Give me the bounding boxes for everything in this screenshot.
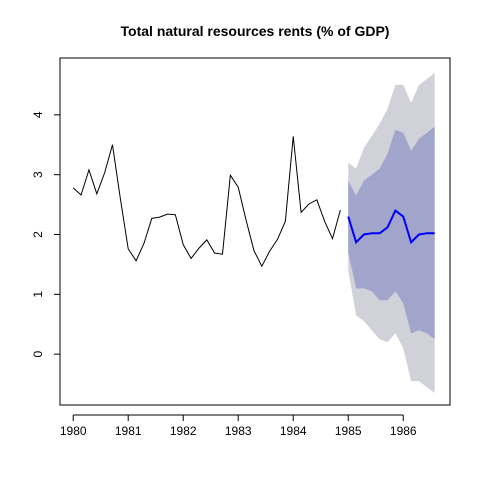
y-tick-label: 1 xyxy=(31,291,45,298)
x-tick-label: 1982 xyxy=(170,424,197,438)
x-tick-label: 1984 xyxy=(280,424,307,438)
y-tick-label: 0 xyxy=(31,350,45,357)
series-line xyxy=(72,136,341,268)
x-tick-label: 1983 xyxy=(225,424,252,438)
y-tick-label: 2 xyxy=(31,231,45,238)
x-tick-label: 1980 xyxy=(60,424,87,438)
chart-title: Total natural resources rents (% of GDP) xyxy=(121,23,390,39)
y-tick-label: 4 xyxy=(31,111,45,118)
x-tick-label: 1985 xyxy=(335,424,362,438)
plot-frame xyxy=(59,57,451,406)
series-line xyxy=(347,209,435,245)
x-tick-label: 1986 xyxy=(390,424,417,438)
prediction-band xyxy=(348,126,435,340)
x-tick-label: 1981 xyxy=(115,424,142,438)
y-tick-label: 3 xyxy=(31,171,45,178)
